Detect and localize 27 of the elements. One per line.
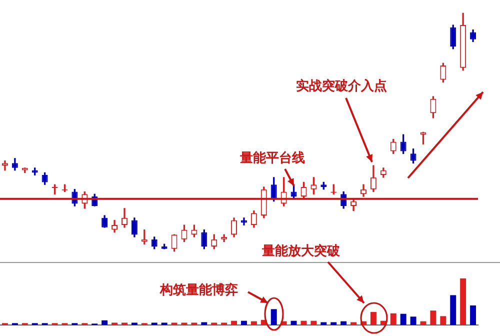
ref-line-label: 量能平台线 <box>240 151 305 167</box>
bar <box>300 320 307 325</box>
bar <box>370 312 376 325</box>
bar <box>320 322 327 325</box>
bar <box>430 310 436 325</box>
bar <box>460 278 466 325</box>
bar <box>102 320 108 325</box>
bar <box>310 320 317 325</box>
bar <box>390 313 396 325</box>
bar <box>290 320 297 325</box>
bar <box>400 314 406 325</box>
bar <box>410 316 416 325</box>
annotation: 构筑量能博弈 <box>160 283 238 299</box>
bar <box>250 321 257 325</box>
annotation: 量能放大突破 <box>262 244 340 260</box>
bar <box>231 320 238 325</box>
annotation: 实战突破介入点 <box>296 79 387 95</box>
bar <box>201 322 208 325</box>
bar <box>340 321 347 325</box>
bar <box>440 316 446 325</box>
bar <box>270 309 277 325</box>
bar <box>470 305 476 325</box>
bar <box>240 320 247 325</box>
bar <box>420 321 426 325</box>
bar <box>350 322 357 325</box>
bar <box>330 322 337 325</box>
bar <box>450 295 456 325</box>
